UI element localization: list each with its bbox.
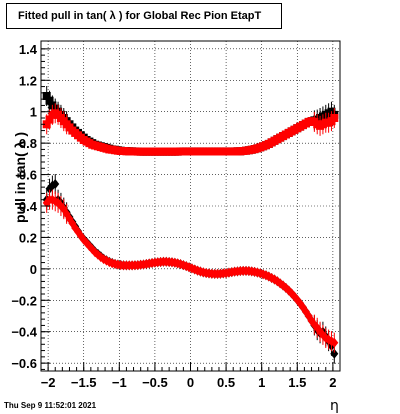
square-marker (42, 120, 51, 129)
x-axis-ticks: −2 −1.5 −1 −0.5 0 0.5 1 1.5 2 (40, 362, 341, 390)
y-tick-label: 0.8 (19, 136, 37, 151)
square-marker (45, 115, 54, 124)
y-tick-label: −0.6 (11, 356, 37, 371)
y-tick-label: −0.4 (11, 325, 37, 340)
y-tick-label: −0.2 (11, 293, 37, 308)
diamond-marker (51, 179, 60, 189)
x-tick-label: 1.5 (288, 375, 306, 390)
diamond-marker (330, 337, 339, 348)
data-points (42, 86, 339, 364)
y-axis-label: pull in tan( λ ) (12, 132, 28, 223)
x-tick-label: 2 (329, 375, 336, 390)
square-marker (42, 92, 51, 100)
x-tick-label: 0.5 (217, 375, 235, 390)
y-tick-label: 0 (30, 262, 37, 277)
grid-lines (41, 41, 340, 371)
y-tick-label: 1.4 (19, 42, 38, 57)
x-axis-label: η (330, 398, 339, 414)
x-tick-label: 1 (258, 375, 265, 390)
x-tick-label: −1 (112, 375, 127, 390)
diamond-marker (330, 348, 339, 359)
x-tick-label: −1.5 (71, 375, 97, 390)
y-tick-label: 0.4 (19, 199, 38, 214)
datestamp: Thu Sep 9 11:52:01 2021 (4, 401, 97, 410)
diamond-marker (93, 249, 102, 260)
y-tick-label: 0.6 (19, 168, 37, 183)
y-tick-label: 1.2 (19, 73, 37, 88)
square-marker (330, 114, 339, 122)
y-tick-label: 1 (30, 105, 37, 120)
y-tick-label: 0.2 (19, 230, 37, 245)
square-marker (45, 96, 54, 105)
chart-title: Fitted pull in tan( λ ) for Global Rec P… (6, 3, 282, 29)
x-tick-label: −2 (41, 375, 56, 390)
x-tick-label: 0 (187, 375, 194, 390)
x-tick-label: −0.5 (142, 375, 168, 390)
y-axis-ticks: −0.6 −0.4 −0.2 0 0.2 0.4 0.6 0.8 1 1.2 1.4 (11, 42, 50, 371)
